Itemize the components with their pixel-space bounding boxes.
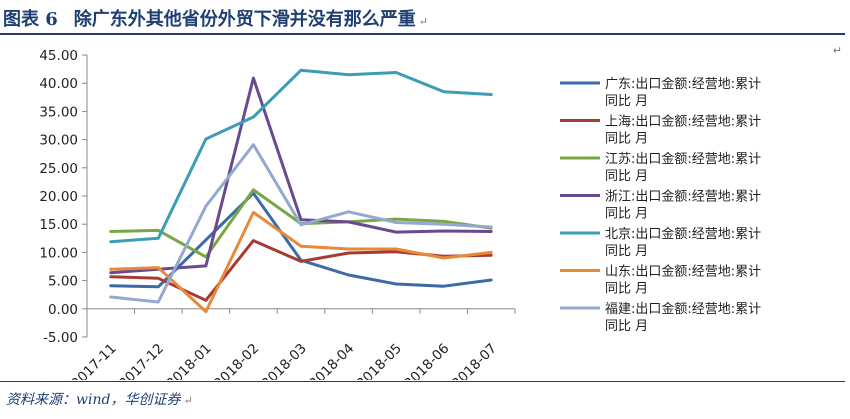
- legend-label: 江苏:出口金额:经营地:累计同比 月: [605, 151, 761, 184]
- figure-title: 除广东外其他省份外贸下滑并没有那么严重: [73, 9, 416, 30]
- y-tick-label: 5.00: [48, 274, 78, 290]
- x-axis: 2017-112017-122018-012018-022018-032018-…: [68, 308, 516, 380]
- legend-label: 浙江:出口金额:经营地:累计同比 月: [605, 189, 761, 222]
- x-tick-label: 2018-07: [449, 341, 500, 380]
- y-tick-label: 40.00: [39, 76, 78, 92]
- y-tick-label: 10.00: [39, 245, 78, 261]
- y-tick-label: 15.00: [39, 217, 78, 233]
- source-text: 资料来源：wind，华创证券: [6, 392, 181, 408]
- x-tick-label: 2018-02: [211, 341, 262, 380]
- series-line-1: [109, 239, 493, 302]
- x-tick-label: 2017-12: [116, 341, 167, 380]
- y-tick-label: 20.00: [39, 189, 78, 205]
- y-axis: -5.00 0.00 5.00 10.00 15.00 20.00 25.00 30.00 35…: [39, 48, 88, 346]
- x-tick-label: 2018-04: [306, 341, 357, 380]
- paragraph-mark-icon: ↵: [418, 15, 429, 28]
- figure-header: 图表 6 除广东外其他省份外贸下滑并没有那么严重 ↵: [3, 5, 845, 35]
- legend-item: 江苏:出口金额:经营地:累计同比 月: [560, 151, 761, 184]
- legend: 广东:出口金额:经营地:累计同比 月上海:出口金额:经营地:累计同比 月江苏:出…: [560, 76, 761, 334]
- legend-label: 福建:出口金额:经营地:累计同比 月: [605, 301, 761, 334]
- legend-item: 上海:出口金额:经营地:累计同比 月: [560, 114, 761, 147]
- figure-number: 图表 6: [3, 9, 58, 30]
- legend-item: 福建:出口金额:经营地:累计同比 月: [560, 301, 761, 334]
- y-tick-label: 0.00: [48, 302, 78, 318]
- x-tick-label: 2018-03: [259, 341, 310, 380]
- legend-item: 广东:出口金额:经营地:累计同比 月: [560, 76, 761, 109]
- series-line-3: [109, 76, 493, 275]
- y-tick-label: 45.00: [39, 48, 78, 64]
- y-tick-label: 30.00: [39, 133, 78, 149]
- paragraph-mark-icon: ↵: [183, 394, 193, 407]
- x-tick-label: 2018-05: [354, 341, 405, 380]
- legend-label: 北京:出口金额:经营地:累计同比 月: [605, 226, 761, 259]
- x-tick-label: 2018-01: [164, 341, 215, 380]
- legend-item: 北京:出口金额:经营地:累计同比 月: [560, 226, 761, 259]
- y-tick-label: 35.00: [39, 104, 78, 120]
- x-tick-label: 2017-11: [68, 341, 119, 380]
- y-tick-label: 25.00: [39, 161, 78, 177]
- series-line-4: [109, 68, 493, 244]
- legend-label: 山东:出口金额:经营地:累计同比 月: [605, 264, 761, 297]
- legend-item: 浙江:出口金额:经营地:累计同比 月: [560, 189, 761, 222]
- series-lines: [109, 68, 493, 314]
- x-tick-label: 2018-06: [401, 341, 452, 380]
- legend-label: 广东:出口金额:经营地:累计同比 月: [605, 76, 761, 109]
- paragraph-mark-icon: ↵: [832, 44, 842, 57]
- header-rule: [0, 33, 845, 35]
- footer-rule: [0, 381, 845, 382]
- legend-item: 山东:出口金额:经营地:累计同比 月: [560, 264, 761, 297]
- series-line-6: [109, 143, 493, 304]
- line-chart: -5.00 0.00 5.00 10.00 15.00 20.00 25.00 30.00 35…: [39, 48, 761, 380]
- series-line-5: [109, 210, 493, 314]
- y-tick-label: -5.00: [43, 330, 78, 346]
- legend-label: 上海:出口金额:经营地:累计同比 月: [605, 114, 761, 147]
- series-line-0: [109, 191, 493, 289]
- source-note: 资料来源：wind，华创证券 ↵: [6, 389, 193, 409]
